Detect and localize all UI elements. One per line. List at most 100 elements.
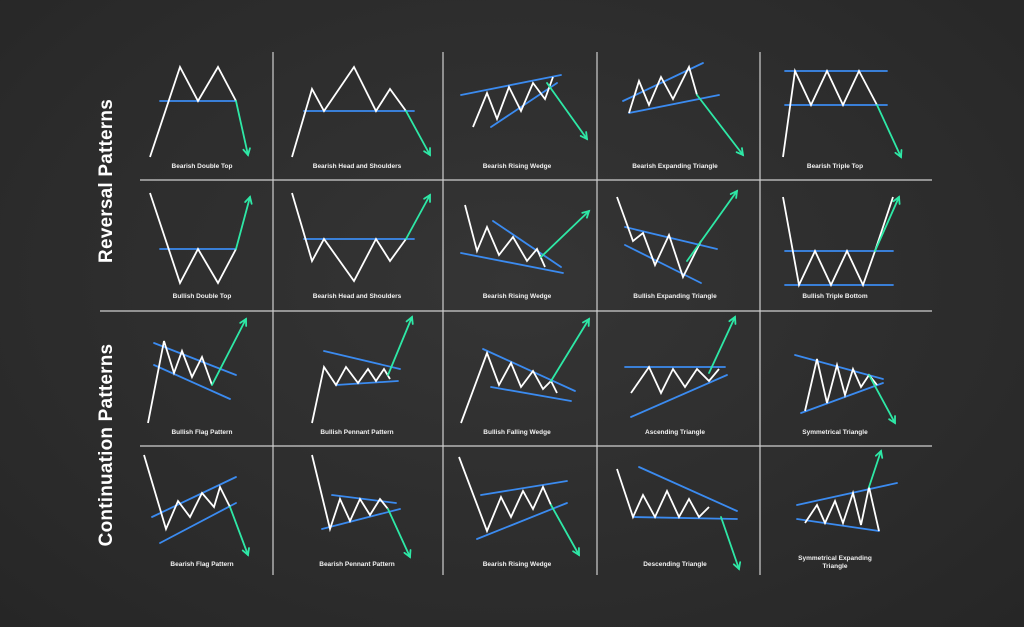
pattern-15 <box>794 354 896 425</box>
pattern-caption: Descending Triangle <box>643 561 707 568</box>
pattern-4 <box>622 62 745 157</box>
pattern-13 <box>460 317 590 424</box>
pattern-caption: Bullish Flag Pattern <box>171 429 233 436</box>
price-line <box>616 196 702 280</box>
trend-line <box>153 364 231 400</box>
pattern-16 <box>143 454 250 557</box>
arrow-head-icon <box>728 315 737 325</box>
price-line <box>630 365 720 396</box>
pattern-14 <box>624 315 737 418</box>
pattern-caption: Bearish Expanding Triangle <box>632 163 718 170</box>
price-line <box>782 67 878 158</box>
pattern-caption: Bearish Rising Wedge <box>482 163 552 170</box>
price-line <box>804 358 878 412</box>
price-line <box>291 192 407 283</box>
breakout-arrow <box>868 374 896 424</box>
pattern-18 <box>458 456 580 557</box>
pattern-12 <box>311 315 414 424</box>
arrow-head-icon <box>735 147 745 157</box>
breakout-arrow <box>868 450 882 488</box>
trend-line <box>630 374 728 418</box>
breakout-arrow <box>550 318 590 382</box>
trend-line <box>460 74 562 96</box>
arrow-head-icon <box>423 147 431 157</box>
pattern-2 <box>291 65 431 158</box>
pattern-caption: Symmetrical Expanding Triangle <box>798 555 872 570</box>
price-line <box>147 340 213 424</box>
pattern-caption: Bearish Double Top <box>171 163 233 170</box>
trend-line <box>492 220 562 268</box>
trend-line <box>480 480 568 496</box>
pattern-caption: Bearish Pennant Pattern <box>319 561 395 568</box>
pattern-17 <box>311 454 412 559</box>
price-line <box>472 76 554 128</box>
pattern-caption: Bearish Flag Pattern <box>170 561 234 568</box>
arrow-head-icon <box>423 193 431 203</box>
section-label-continuation: Continuation Patterns <box>96 343 117 547</box>
pattern-5 <box>782 67 903 159</box>
breakout-arrow <box>235 100 249 156</box>
arrow-head-icon <box>241 547 250 557</box>
pattern-10 <box>782 195 901 288</box>
trend-line <box>331 494 397 504</box>
arrow-head-icon <box>582 317 590 327</box>
price-line <box>464 204 546 268</box>
breakout-arrow <box>405 110 431 156</box>
pattern-caption: Bearish Triple Top <box>806 163 864 170</box>
price-line <box>311 364 391 424</box>
pattern-caption: Bearish Head and Shoulders <box>312 293 402 300</box>
price-line <box>628 64 698 114</box>
trend-line <box>624 244 702 284</box>
trend-line <box>624 226 718 250</box>
arrow-head-icon <box>572 547 580 557</box>
arrow-head-icon <box>403 549 412 559</box>
breakout-arrow <box>876 104 902 158</box>
pattern-caption: Symmetrical Triangle <box>802 429 868 436</box>
breakout-arrow <box>686 190 738 262</box>
pattern-3 <box>460 74 589 141</box>
breakout-arrow <box>874 196 900 252</box>
price-line <box>149 192 237 286</box>
trend-line <box>796 482 898 506</box>
trend-line <box>632 516 738 520</box>
breakout-arrow <box>708 316 736 374</box>
arrow-head-icon <box>888 415 896 425</box>
arrow-head-icon <box>894 149 903 159</box>
trend-line <box>460 252 564 274</box>
price-line <box>291 65 407 158</box>
price-line <box>458 456 552 534</box>
arrow-head-icon <box>579 131 589 141</box>
trend-line <box>476 502 568 540</box>
breakout-arrow <box>696 94 744 156</box>
trend-line <box>800 382 884 414</box>
price-line <box>311 454 389 533</box>
arrow-head-icon <box>405 315 414 325</box>
trend-line <box>323 350 401 370</box>
section-label-reversal: Reversal Patterns <box>96 99 117 263</box>
grid-dividers <box>100 52 932 575</box>
arrow-head-icon <box>729 189 739 199</box>
trend-line <box>482 348 576 392</box>
pattern-19 <box>616 466 742 571</box>
breakout-arrow <box>387 316 413 376</box>
trend-line <box>638 466 738 512</box>
pattern-6 <box>149 192 253 286</box>
arrow-head-icon <box>581 209 591 219</box>
pattern-caption: Bearish Rising Wedge <box>482 293 552 300</box>
arrow-head-icon <box>242 147 251 157</box>
pattern-caption: Bullish Triple Bottom <box>802 293 868 300</box>
trend-line <box>151 476 237 518</box>
price-line <box>616 468 710 520</box>
pattern-1 <box>149 64 251 158</box>
pattern-caption: Ascending Triangle <box>645 429 705 436</box>
arrow-head-icon <box>732 561 742 571</box>
arrow-head-icon <box>239 317 248 327</box>
trend-line <box>796 518 880 532</box>
pattern-caption: Bullish Double Top <box>172 293 232 300</box>
price-line <box>143 454 231 532</box>
breakout-arrow <box>540 210 590 258</box>
breakout-arrow <box>235 196 251 250</box>
price-line <box>804 486 880 532</box>
